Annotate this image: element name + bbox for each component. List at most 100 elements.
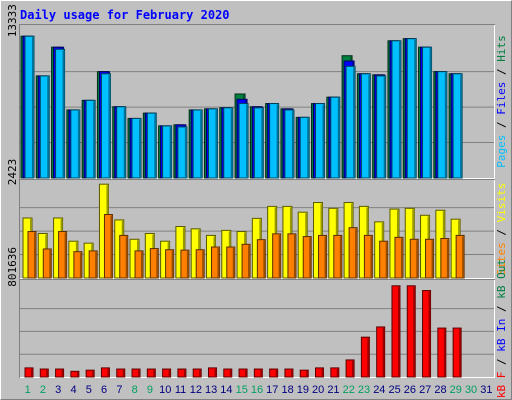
x-tick-label: 28 (434, 384, 446, 396)
bar-shadow (382, 327, 385, 377)
bar-shadow (108, 74, 111, 178)
bar-shadow (184, 127, 187, 178)
legend-part: kB In (495, 319, 508, 352)
x-tick-label: 24 (373, 384, 385, 396)
x-tick-label: 29 (450, 384, 462, 396)
x-tick-label: 7 (116, 384, 122, 396)
bar-shadow (156, 249, 159, 278)
bar-shadow (77, 110, 80, 178)
legend-part: Files (495, 82, 508, 115)
bar-shadow (322, 104, 325, 178)
y-tick-label: 2423 (6, 159, 19, 186)
bar-shadow (215, 109, 218, 178)
bar-shadow (200, 110, 203, 178)
x-tick-label: 21 (327, 384, 339, 396)
x-tick-label: 18 (281, 384, 293, 396)
bar-shadow (263, 240, 266, 278)
bar-shadow (61, 370, 64, 377)
bar-shadow (248, 245, 251, 278)
bar-shadow (154, 114, 157, 178)
bar-shadow (169, 126, 172, 178)
legend-part: / (495, 352, 508, 372)
x-tick-label: 23 (358, 384, 370, 396)
bar-shadow (110, 215, 113, 278)
x-tick-label: 22 (343, 384, 355, 396)
x-tick-label: 20 (312, 384, 324, 396)
bar-shadow (230, 108, 233, 178)
bar-shadow (260, 370, 263, 377)
bar-shadow (49, 249, 52, 278)
bar-shadow (416, 240, 419, 278)
bar-shadow (337, 98, 340, 178)
y-tick-label: 13333 (6, 4, 19, 37)
bar-shadow (400, 238, 403, 278)
bar-shadow (353, 67, 356, 178)
x-tick-label: 30 (465, 384, 477, 396)
bar-shadow (93, 101, 96, 178)
bar-shadow (278, 234, 281, 278)
bar-shadow (122, 370, 125, 377)
bar-shadow (261, 108, 264, 178)
x-tick-label: 10 (159, 384, 171, 396)
x-tick-label: 12 (190, 384, 202, 396)
x-tick-label: 16 (251, 384, 263, 396)
bar-shadow (339, 236, 342, 278)
bar-shadow (138, 370, 141, 377)
bar-shadow (171, 250, 174, 278)
bar-shadow (306, 371, 309, 377)
bar-shadow (183, 370, 186, 377)
bar-shadow (383, 76, 386, 178)
bar-shadow (214, 368, 217, 377)
x-tick-label: 11 (175, 384, 186, 396)
bar-shadow (462, 236, 465, 278)
x-tick-label: 3 (55, 384, 61, 396)
bar-pages (253, 107, 264, 179)
bar-shadow (186, 251, 189, 278)
bar-shadow (324, 236, 327, 278)
bar-shadow (246, 104, 249, 178)
bar-shadow (291, 110, 294, 178)
bar-shadow (125, 236, 128, 278)
bar-shadow (202, 250, 205, 278)
legend-part: Sites (495, 242, 508, 275)
bar-shadow (355, 228, 358, 278)
x-tick-label: 15 (236, 384, 248, 396)
x-tick-label: 8 (132, 384, 138, 396)
x-tick-label: 1 (25, 384, 31, 396)
bar-shadow (293, 234, 296, 278)
bar-shadow (168, 370, 171, 377)
bar-shadow (141, 251, 144, 278)
bar-shadow (229, 370, 232, 377)
legend-part: kB F (495, 372, 508, 399)
bar-shadow (153, 370, 156, 377)
bar-shadow (95, 251, 98, 278)
bar-shadow (276, 104, 279, 178)
bar-shadow (460, 74, 463, 178)
legend-part: kB Out (495, 259, 508, 299)
bar-shadow (32, 37, 34, 178)
bar-shadow (64, 232, 67, 278)
bar-shadow (397, 286, 400, 377)
bar-shadow (139, 119, 142, 178)
x-tick-label: 13 (205, 384, 217, 396)
bar-kb-f (253, 368, 263, 378)
legend-part: / (495, 299, 508, 319)
bar-shadow (321, 368, 324, 377)
bar-shadow (34, 232, 36, 278)
bar-shadow (414, 39, 417, 179)
bar-shadow (123, 107, 126, 178)
chart-title: Daily usage for February 2020 (20, 8, 230, 22)
legend-part: Visits (495, 183, 508, 223)
bar-shadow (290, 370, 293, 377)
x-tick-label: 27 (419, 384, 431, 396)
bar-shadow (62, 50, 65, 178)
bar-shadow (444, 72, 447, 178)
bar-shadow (46, 370, 49, 377)
bar-shadow (31, 368, 33, 377)
bar-shadow (92, 371, 95, 377)
bar-shadow (79, 252, 82, 278)
legend-bottom: kB F / kB In / kB Out (495, 259, 508, 398)
bar-shadow (107, 368, 110, 377)
legend-part: Hits (495, 35, 508, 62)
